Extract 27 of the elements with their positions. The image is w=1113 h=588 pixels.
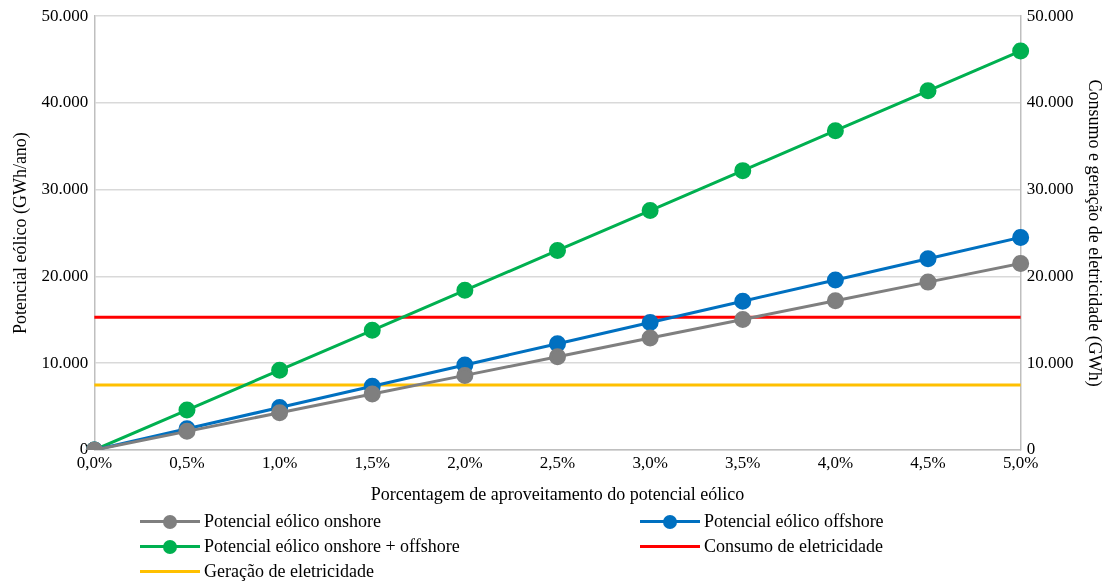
x-tick-label: 1,0%	[261, 452, 298, 472]
y2-tick-label: 20.000	[1026, 265, 1074, 285]
y2-tick-label: 40.000	[1026, 92, 1074, 112]
x-tick-label: 2,5%	[539, 452, 576, 472]
y-tick-label: 20.000	[41, 265, 89, 285]
legend-label: Geração de eletricidade	[204, 561, 374, 582]
y2-tick-label: 10.000	[1026, 352, 1074, 372]
x-tick-label: 1,5%	[354, 452, 390, 472]
y-tick-label: 50.000	[41, 5, 89, 25]
x-tick-label: 3,5%	[725, 452, 761, 472]
y-axis-title: Potencial eólico (GWh/ano)	[9, 132, 31, 335]
x-tick-label: 4,5%	[910, 452, 946, 472]
x-tick-label: 0,5%	[169, 452, 205, 472]
legend-label: Consumo de eletricidade	[704, 536, 883, 557]
x-tick-label: 4,0%	[817, 452, 854, 472]
x-tick-label: 3,0%	[632, 452, 668, 472]
y-tick-label: 30.000	[41, 179, 89, 199]
legend-label: Potencial eólico offshore	[704, 511, 884, 532]
y2-tick-label: 50.000	[1026, 5, 1074, 25]
x-tick-label: 2,0%	[447, 452, 483, 472]
legend-label: Potencial eólico onshore + offshore	[204, 536, 460, 557]
y2-tick-label: 30.000	[1026, 179, 1074, 199]
y-tick-label: 40.000	[41, 92, 89, 112]
legend-label: Potencial eólico onshore	[204, 511, 381, 532]
y-tick-label: 10.000	[41, 352, 89, 372]
y2-axis-title: Consumo e geração de eletricidade (GWh)	[1084, 79, 1106, 387]
x-axis-title: Porcentagem de aproveitamento do potencial eólico	[370, 483, 745, 504]
